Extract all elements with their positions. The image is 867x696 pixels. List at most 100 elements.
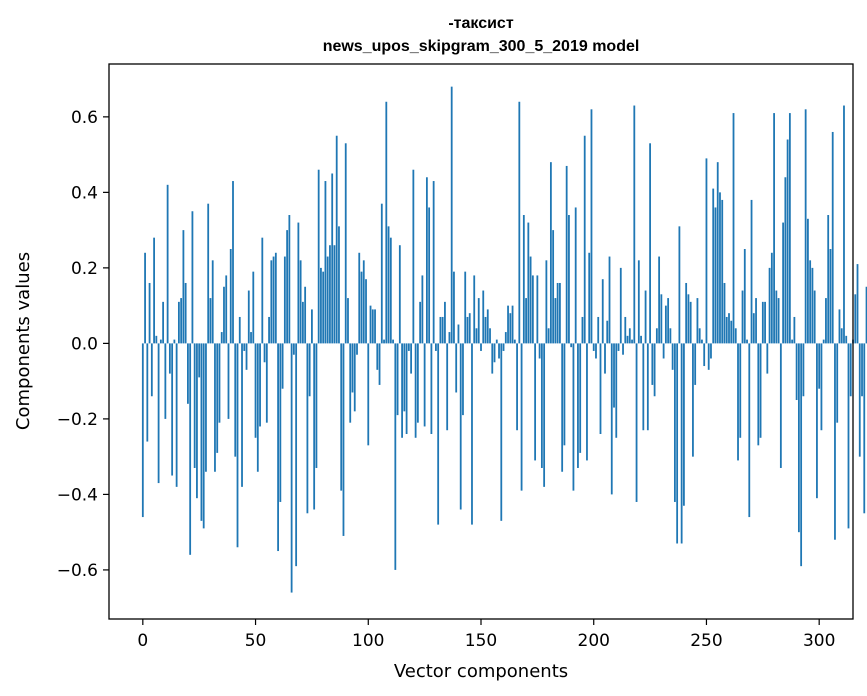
bar-235	[671, 343, 674, 370]
bar-34	[218, 343, 221, 423]
bar-154	[489, 328, 491, 344]
bar-158	[498, 343, 500, 359]
bar-188	[565, 165, 568, 344]
bar-294	[804, 109, 807, 344]
bar-198	[588, 252, 591, 344]
bar-159	[500, 343, 503, 521]
bar-196	[583, 135, 586, 344]
bar-180	[547, 328, 550, 344]
bar-207	[608, 256, 611, 344]
bar-series	[141, 86, 867, 593]
bar-2	[146, 343, 149, 442]
bar-282	[777, 298, 780, 344]
bar-279	[770, 252, 773, 344]
bar-136	[448, 332, 451, 344]
bar-73	[306, 343, 309, 514]
bar-189	[568, 215, 570, 344]
bar-179	[545, 260, 548, 344]
bar-194	[579, 343, 582, 453]
bar-278	[768, 267, 771, 344]
bar-39	[229, 249, 232, 344]
bar-47	[247, 290, 250, 344]
bar-240	[683, 343, 685, 506]
bar-190	[570, 343, 573, 348]
bar-245	[694, 343, 697, 385]
bar-246	[696, 298, 699, 344]
bar-101	[369, 305, 372, 344]
bar-264	[737, 343, 739, 461]
bar-36	[223, 286, 225, 344]
bar-119	[410, 343, 413, 374]
bar-67	[292, 343, 295, 355]
bar-129	[432, 181, 435, 344]
bar-89	[342, 343, 345, 536]
bar-79	[320, 267, 322, 344]
bar-173	[531, 275, 534, 344]
bar-85	[333, 245, 336, 344]
bar-288	[791, 339, 794, 344]
bar-309	[838, 309, 841, 344]
bar-243	[689, 301, 692, 344]
bar-281	[775, 290, 778, 344]
bar-92	[349, 343, 352, 423]
plot-area	[109, 64, 853, 619]
bar-104	[376, 343, 379, 370]
bar-12	[168, 343, 171, 374]
bar-49	[252, 271, 255, 344]
bar-44	[241, 343, 243, 487]
bar-307	[834, 343, 836, 540]
bar-212	[619, 267, 622, 344]
bar-204	[601, 279, 604, 344]
bar-175	[536, 275, 539, 344]
bar-305	[829, 249, 832, 344]
bar-191	[572, 343, 575, 491]
bar-62	[281, 343, 284, 389]
bar-88	[340, 343, 343, 491]
bar-94	[353, 343, 356, 412]
bar-199	[590, 109, 593, 344]
bar-30	[209, 298, 212, 344]
bar-271	[752, 313, 755, 344]
bar-160	[502, 343, 505, 351]
bar-5	[153, 237, 155, 344]
bar-208	[610, 343, 613, 495]
bar-112	[394, 343, 397, 570]
x-tick-label: 200	[578, 631, 610, 651]
bar-74	[308, 343, 311, 397]
bar-228	[655, 328, 658, 344]
bar-236	[673, 343, 676, 502]
bar-16	[177, 301, 180, 344]
bar-46	[245, 343, 248, 370]
bar-103	[374, 309, 376, 344]
bar-273	[757, 343, 760, 446]
bar-87	[338, 226, 340, 344]
bar-234	[669, 328, 672, 344]
bar-280	[773, 113, 775, 344]
bar-252	[710, 343, 712, 359]
bar-127	[428, 207, 431, 344]
bar-320	[863, 343, 866, 514]
bar-37	[225, 275, 228, 344]
bar-293	[802, 343, 805, 397]
bar-270	[750, 199, 753, 344]
bar-251	[707, 343, 710, 370]
bar-96	[358, 252, 361, 344]
bar-230	[660, 294, 663, 344]
bar-20	[187, 343, 189, 404]
bar-150	[480, 343, 482, 351]
bar-21	[189, 343, 192, 555]
bar-316	[854, 294, 857, 344]
bar-164	[511, 305, 514, 344]
bar-226	[651, 343, 654, 385]
bar-285	[784, 177, 787, 344]
bar-66	[290, 343, 293, 593]
bar-222	[642, 343, 645, 431]
bar-102	[371, 309, 374, 344]
bar-258	[723, 282, 726, 344]
bar-317	[856, 264, 859, 344]
bar-174	[534, 343, 537, 461]
bar-260	[728, 313, 730, 344]
chart-title-line-1: -таксист	[448, 15, 513, 32]
bar-257	[721, 199, 724, 344]
bar-14	[173, 339, 176, 344]
